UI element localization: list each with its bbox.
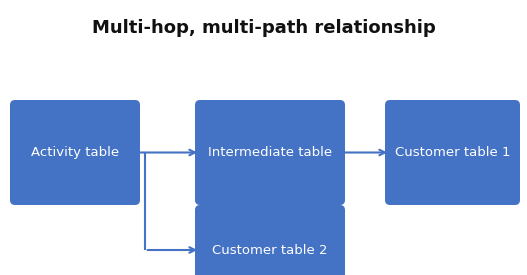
FancyBboxPatch shape: [195, 205, 345, 275]
Text: Multi-hop, multi-path relationship: Multi-hop, multi-path relationship: [92, 19, 435, 37]
Text: Customer table 2: Customer table 2: [212, 243, 328, 257]
Text: Activity table: Activity table: [31, 146, 119, 159]
FancyBboxPatch shape: [195, 100, 345, 205]
FancyBboxPatch shape: [10, 100, 140, 205]
Text: Customer table 1: Customer table 1: [395, 146, 510, 159]
FancyBboxPatch shape: [385, 100, 520, 205]
Text: Intermediate table: Intermediate table: [208, 146, 332, 159]
